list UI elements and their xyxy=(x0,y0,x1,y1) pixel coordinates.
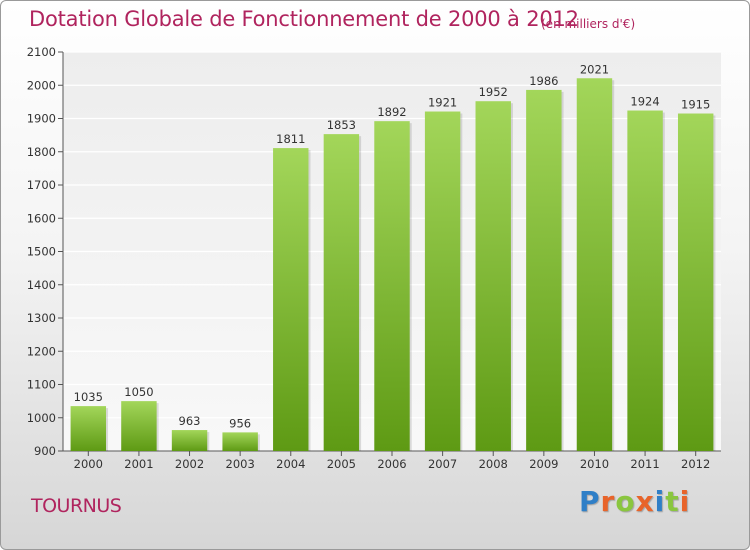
bar xyxy=(70,406,107,451)
bar xyxy=(323,134,360,451)
logo-letter: x xyxy=(635,485,655,518)
bar xyxy=(677,113,714,451)
bar-value-label: 963 xyxy=(179,414,201,428)
x-tick-label: 2006 xyxy=(377,457,406,471)
bar-value-label: 1915 xyxy=(681,98,710,112)
bar-value-label: 2021 xyxy=(580,62,609,76)
bar-value-label: 1986 xyxy=(529,74,558,88)
x-tick-label: 2003 xyxy=(226,457,255,471)
y-tick-label: 1600 xyxy=(27,211,56,225)
bar xyxy=(222,432,258,451)
y-tick-label: 1400 xyxy=(27,278,56,292)
x-tick-label: 2009 xyxy=(529,457,558,471)
x-tick-label: 2005 xyxy=(327,457,356,471)
commune-name: TOURNUS xyxy=(31,495,122,517)
chart-unit: (en milliers d'€) xyxy=(541,17,636,31)
y-tick-label: 1500 xyxy=(27,245,56,259)
bar-value-label: 1892 xyxy=(377,105,406,119)
logo-letter: t xyxy=(665,485,680,518)
bar-value-label: 1035 xyxy=(74,390,103,404)
logo-letter: i xyxy=(654,485,666,518)
bar-value-label: 1952 xyxy=(479,85,508,99)
bar xyxy=(576,78,613,451)
bar xyxy=(424,111,461,451)
logo-letter: r xyxy=(600,485,616,518)
bar-value-label: 1921 xyxy=(428,96,457,110)
x-tick-label: 2010 xyxy=(580,457,609,471)
x-tick-label: 2001 xyxy=(124,457,153,471)
bar xyxy=(374,121,410,451)
x-tick-label: 2012 xyxy=(681,457,710,471)
bar-value-label: 956 xyxy=(229,416,251,430)
x-tick-label: 2008 xyxy=(479,457,508,471)
bar xyxy=(475,101,511,452)
bar-value-label: 1853 xyxy=(327,118,356,132)
proxiti-logo[interactable]: Proxiti xyxy=(579,485,690,518)
y-tick-label: 1100 xyxy=(27,378,56,392)
y-tick-label: 900 xyxy=(34,444,56,458)
y-tick-label: 1200 xyxy=(27,344,56,358)
logo-letter: o xyxy=(615,485,636,518)
chart-title: Dotation Globale de Fonctionnement de 20… xyxy=(29,7,579,31)
x-tick-label: 2004 xyxy=(276,457,305,471)
y-tick-label: 2100 xyxy=(27,45,56,59)
bar xyxy=(273,148,309,451)
bar xyxy=(121,401,157,451)
x-tick-label: 2007 xyxy=(428,457,457,471)
y-tick-label: 1900 xyxy=(27,112,56,126)
y-tick-label: 1300 xyxy=(27,311,56,325)
y-tick-label: 1800 xyxy=(27,145,56,159)
y-tick-label: 1700 xyxy=(27,178,56,192)
logo-letter: P xyxy=(579,485,601,518)
bar-value-label: 1050 xyxy=(124,385,153,399)
bar-value-label: 1811 xyxy=(276,132,305,146)
logo-letter: i xyxy=(679,485,691,518)
y-tick-label: 2000 xyxy=(27,78,56,92)
bar xyxy=(171,430,208,451)
x-tick-label: 2011 xyxy=(630,457,659,471)
x-tick-label: 2002 xyxy=(175,457,204,471)
x-tick-label: 2000 xyxy=(74,457,103,471)
bar xyxy=(627,110,663,452)
bar-value-label: 1924 xyxy=(630,95,659,109)
bar xyxy=(526,89,562,451)
y-tick-label: 1000 xyxy=(27,411,56,425)
